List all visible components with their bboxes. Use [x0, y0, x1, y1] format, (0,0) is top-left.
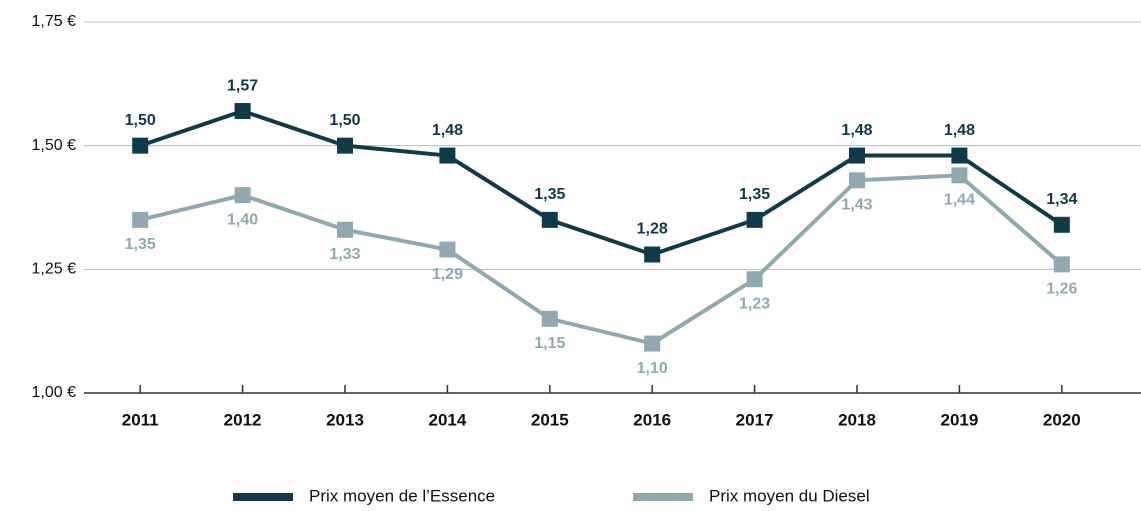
data-label: 1,43	[841, 197, 872, 214]
series-line	[139, 173, 1064, 346]
marker	[337, 221, 353, 238]
data-label: 1,44	[944, 192, 975, 209]
data-label: 1,10	[637, 360, 668, 377]
legend-label: Prix moyen du Diesel	[709, 486, 870, 505]
data-label: 1,40	[227, 211, 258, 228]
x-tick-label: 2020	[1043, 410, 1081, 429]
marker	[439, 241, 456, 258]
data-label: 1,48	[944, 122, 975, 139]
data-label: 1,28	[637, 221, 668, 238]
marker	[132, 137, 149, 154]
marker	[1053, 216, 1070, 233]
marker	[541, 211, 558, 228]
marker	[234, 187, 251, 204]
y-tick-label: 1,00 €	[32, 384, 77, 401]
marker	[746, 271, 763, 288]
marker	[644, 335, 661, 352]
data-label: 1,26	[1046, 281, 1077, 298]
y-tick-label: 1,25 €	[32, 261, 77, 278]
x-tick-label: 2016	[633, 410, 671, 429]
x-tick-label: 2011	[122, 410, 159, 429]
data-label: 1,23	[739, 295, 770, 312]
marker	[1053, 256, 1070, 273]
x-tick-label: 2019	[940, 410, 978, 429]
data-label: 1,48	[841, 122, 872, 139]
x-tick-label: 2018	[838, 410, 876, 429]
data-label: 1,50	[125, 112, 156, 129]
data-label: 1,34	[1046, 191, 1077, 208]
x-tick-label: 2013	[326, 410, 364, 429]
data-label: 1,33	[329, 246, 360, 263]
marker	[644, 246, 661, 263]
data-label: 1,48	[432, 122, 463, 139]
marker	[951, 167, 968, 184]
data-label: 1,35	[125, 236, 156, 253]
marker	[951, 147, 968, 164]
marker	[849, 147, 865, 164]
data-label: 1,57	[227, 77, 258, 94]
marker	[132, 211, 149, 228]
y-tick-label: 1,75 €	[32, 13, 77, 30]
data-label: 1,15	[534, 335, 565, 352]
data-label: 1,35	[739, 186, 770, 203]
marker	[849, 172, 865, 189]
series-line	[139, 109, 1063, 257]
x-tick-label: 2014	[428, 410, 466, 429]
marker	[337, 137, 353, 154]
y-tick-label: 1,50 €	[32, 137, 77, 154]
x-tick-label: 2012	[224, 410, 262, 429]
data-label: 1,29	[432, 266, 463, 283]
x-tick-label: 2017	[736, 410, 774, 429]
legend-label: Prix moyen de l’Essence	[309, 486, 495, 505]
marker	[234, 103, 251, 120]
marker	[541, 310, 558, 327]
data-label: 1,35	[534, 186, 565, 203]
data-label: 1,50	[329, 112, 360, 129]
x-tick-label: 2015	[531, 410, 569, 429]
marker	[746, 211, 763, 228]
marker	[439, 147, 456, 164]
